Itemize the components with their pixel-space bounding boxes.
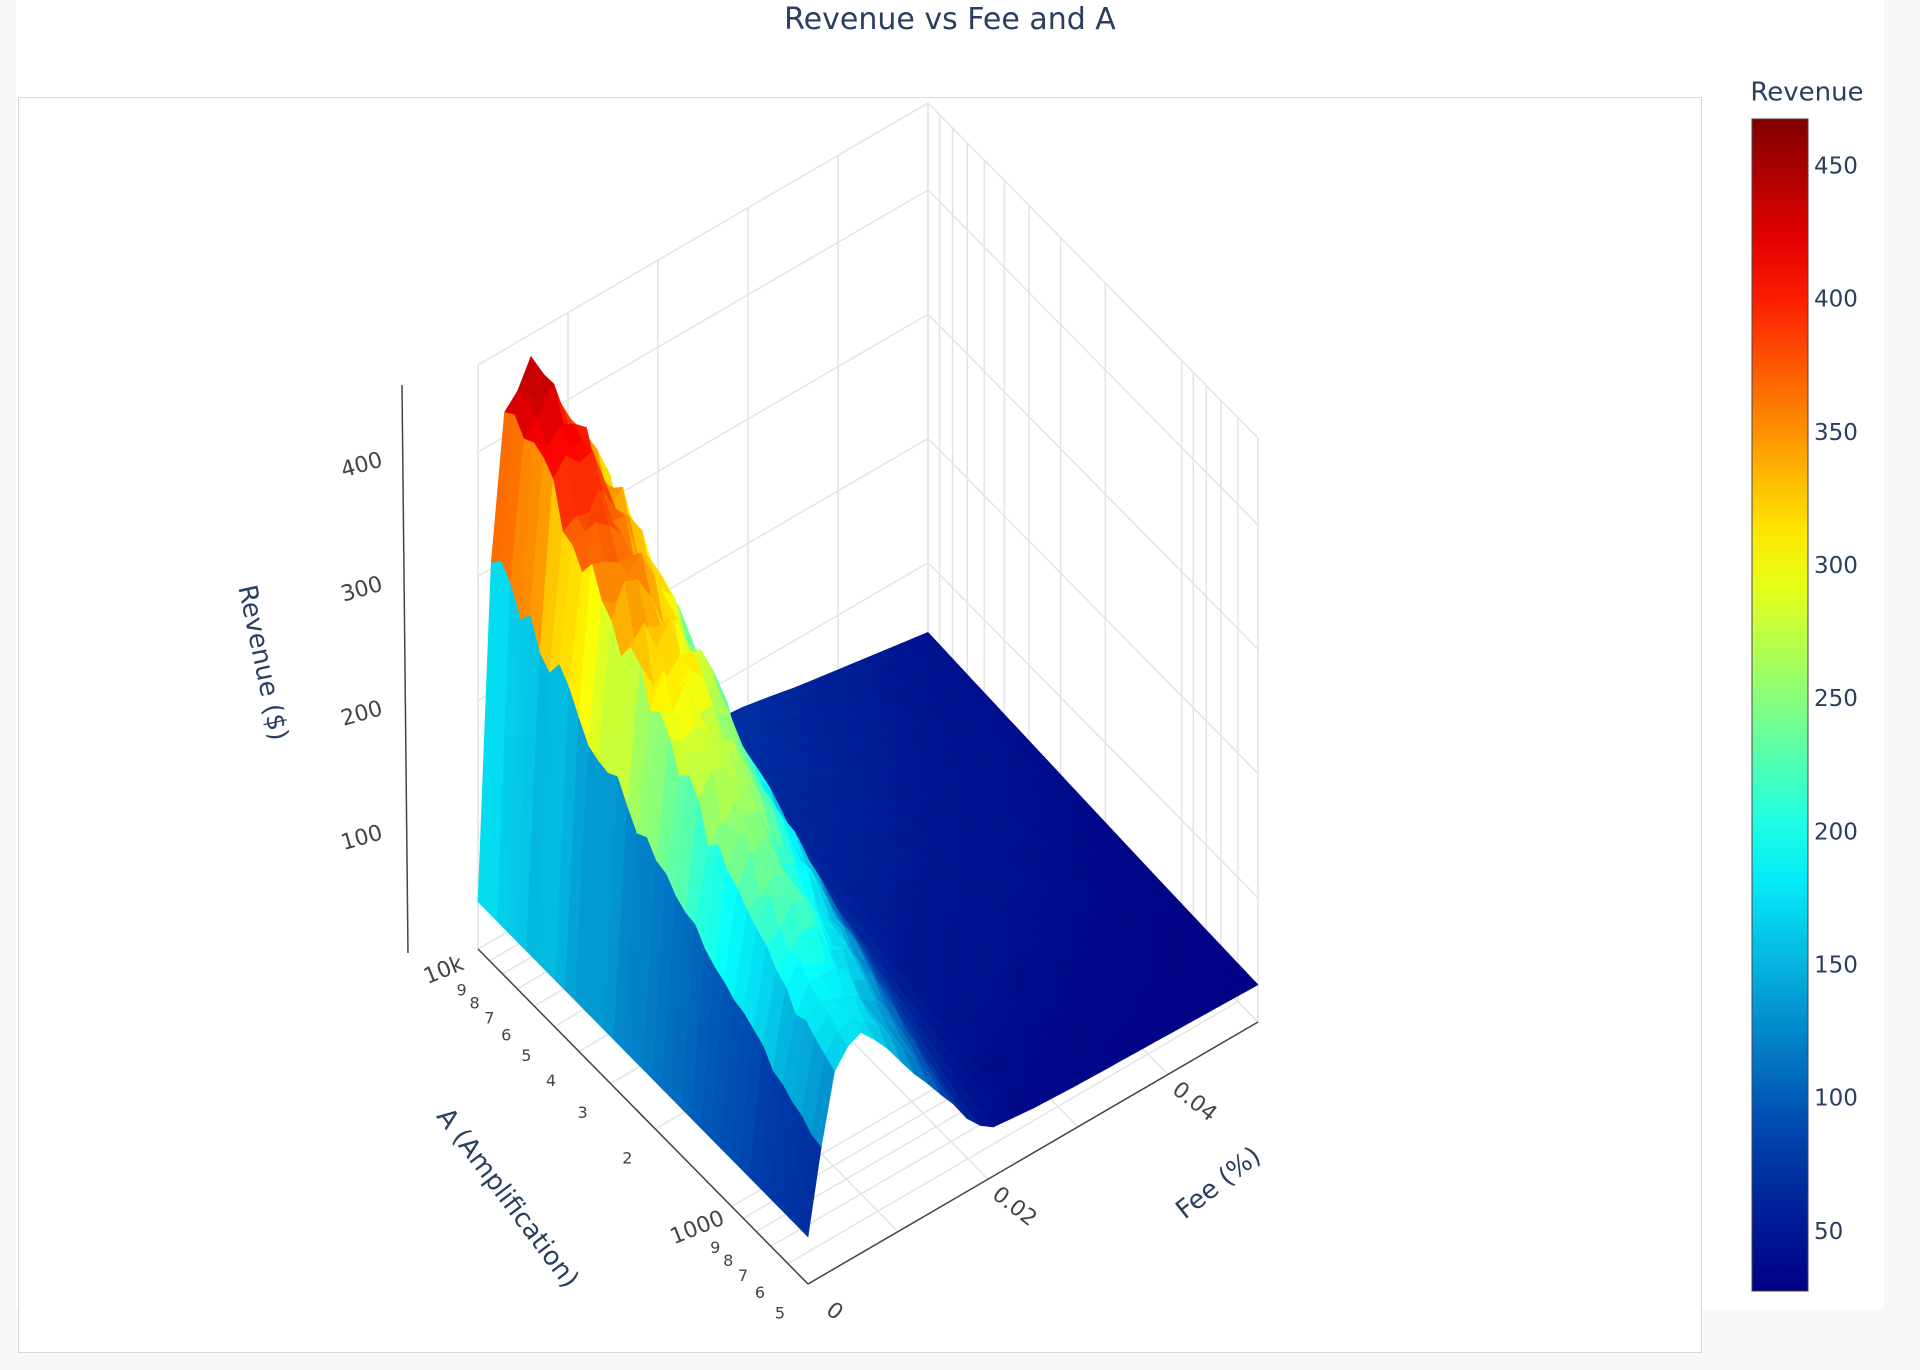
fee-axis-title: Fee (%) [1171, 1141, 1267, 1225]
a-tick-label: 7 [484, 1008, 494, 1027]
back-wall-z-line [477, 102, 929, 366]
fee-axis-line [807, 1021, 1259, 1285]
a-tick-label: 7 [738, 1266, 748, 1285]
a-tick-label: 6 [501, 1026, 511, 1045]
right-wall-z-line [927, 313, 1259, 650]
a-axis-line [477, 948, 809, 1285]
z-axis-title: Revenue ($) [231, 582, 293, 743]
fee-tick-label: 0.02 [987, 1182, 1041, 1232]
colorbar-tick-label: 200 [1814, 819, 1858, 845]
colorbar-tick-label: 400 [1814, 287, 1858, 313]
a-tick-label: 8 [469, 993, 479, 1012]
a-tick-label: 8 [723, 1251, 733, 1270]
right-wall-z-line [927, 437, 1259, 775]
z-tick-label: 300 [338, 572, 385, 608]
right-wall-z-line [927, 102, 1259, 439]
fee-tick-label: 0.04 [1167, 1077, 1221, 1127]
colorbar-tick-label: 50 [1814, 1219, 1843, 1245]
floor-a-line [787, 1000, 1239, 1265]
colorbar-tick-label: 100 [1814, 1086, 1858, 1112]
a-tick-label: 3 [578, 1103, 588, 1122]
a-tick-label: 2 [622, 1148, 632, 1167]
fee-tick-label: 0 [821, 1297, 847, 1325]
surface-mesh [477, 355, 1259, 1238]
colorbar-tick-label: 350 [1814, 420, 1858, 446]
a-axis-title: A (Amplification) [430, 1103, 584, 1294]
a-tick-label: 6 [755, 1283, 765, 1302]
a-tick-label: 5 [775, 1304, 785, 1323]
z-tick-label: 200 [338, 696, 385, 732]
a-tick-label: 9 [457, 980, 467, 999]
a-tick-label: 4 [546, 1071, 556, 1090]
chart-title: Revenue vs Fee and A [784, 2, 1116, 37]
colorbar-title: Revenue [1750, 78, 1863, 108]
z-tick-label: 100 [338, 820, 385, 856]
z-axis-line [401, 384, 409, 954]
z-tick-label: 400 [338, 448, 385, 484]
right-wall-z-line [927, 562, 1259, 899]
colorbar-tick-label: 450 [1814, 153, 1858, 179]
right-wall-z-line [927, 189, 1259, 526]
colorbar-tick-label: 300 [1814, 553, 1858, 579]
colorbar-tick-label: 250 [1814, 686, 1858, 712]
colorbar: Revenue 50 100 150 200 250 300 350 400 450 [1750, 78, 1864, 1292]
a-tick-label: 5 [521, 1046, 531, 1065]
colorbar-gradient [1751, 118, 1809, 1292]
a-tick-label: 9 [710, 1238, 720, 1257]
colorbar-tick-label: 150 [1814, 953, 1858, 979]
surface-face [797, 1134, 822, 1238]
